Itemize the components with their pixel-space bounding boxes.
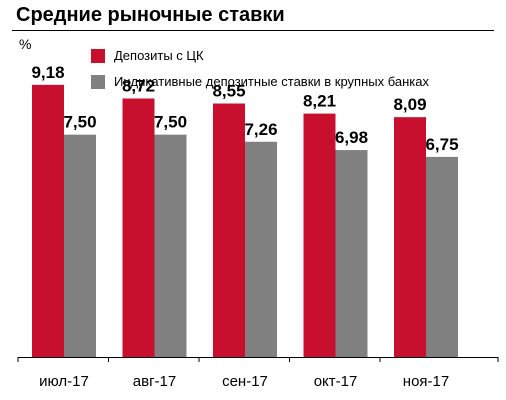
bar-indicative-0 [64,134,96,357]
x-tick-label-2: сен-17 [222,373,268,390]
legend-item-indicative-rates: Индикативные депозитные ставки в крупных… [91,74,429,89]
bar-indicative-2 [245,141,277,357]
x-tick-label-1: авг-17 [133,373,176,390]
data-label-indicative-1: 7,50 [154,113,187,132]
bar-deposits-ck-0 [32,84,64,357]
legend-label-indicative-rates: Индикативные депозитные ставки в крупных… [114,74,429,89]
bar-indicative-3 [335,150,368,357]
data-label-deposits-ck-3: 8,21 [303,92,336,111]
data-label-deposits-ck-4: 8,09 [393,95,426,114]
bar-deposits-ck-1 [122,98,155,358]
x-tick-label-0: июл-17 [39,373,89,390]
bar-deposits-ck-3 [303,113,336,357]
bar-indicative-4 [426,156,458,357]
bar-indicative-1 [154,134,187,357]
data-label-indicative-3: 6,98 [335,128,368,147]
bar-deposits-ck-2 [213,103,245,357]
data-label-deposits-ck-2: 8,55 [212,82,245,101]
data-label-indicative-2: 7,26 [244,120,277,139]
y-axis-unit: % [19,36,32,52]
data-label-indicative-0: 7,50 [63,113,96,132]
bar-deposits-ck-4 [394,117,426,358]
legend-item-deposits-ck: Депозиты с ЦК [91,48,204,63]
data-label-deposits-ck-0: 9,18 [31,63,64,82]
data-label-deposits-ck-1: 8,72 [122,76,155,95]
chart-title: Средние рыночные ставки [16,4,285,26]
data-label-indicative-4: 6,75 [425,135,458,154]
x-tick-label-3: окт-17 [314,373,358,390]
title-underline [12,30,494,31]
legend-swatch-gray [91,74,105,89]
legend-swatch-red [91,48,105,63]
x-tick-label-4: ноя-17 [403,373,449,390]
legend-label-deposits-ck: Депозиты с ЦК [114,48,204,63]
